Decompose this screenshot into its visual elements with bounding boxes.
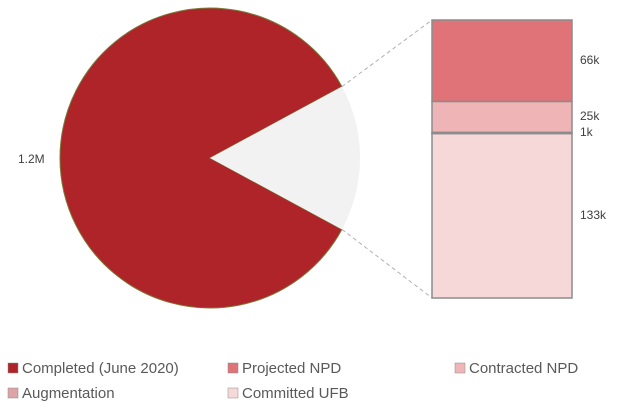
data-label: 133k	[580, 208, 607, 222]
legend-swatch	[7, 362, 19, 374]
data-label: 1k	[580, 125, 594, 139]
connector	[341, 19, 433, 88]
data-label: 25k	[580, 109, 600, 123]
legend-swatch	[227, 362, 239, 374]
legend-label: Committed UFB	[242, 385, 349, 402]
legend-label: Completed (June 2020)	[22, 360, 179, 377]
data-label: 66k	[580, 53, 600, 67]
data-label: 1.2M	[18, 152, 45, 166]
bar-segment	[431, 19, 573, 103]
legend-swatch	[7, 387, 19, 399]
pie-slice	[59, 7, 343, 309]
legend-swatch	[227, 387, 239, 399]
legend-swatch	[454, 362, 466, 374]
legend-label: Augmentation	[22, 385, 115, 402]
legend-label: Contracted NPD	[469, 360, 578, 377]
connector	[341, 228, 433, 299]
legend-label: Projected NPD	[242, 360, 341, 377]
bar-segment	[431, 100, 573, 134]
pie-other-slice	[210, 86, 360, 230]
bar-segment	[431, 132, 573, 299]
